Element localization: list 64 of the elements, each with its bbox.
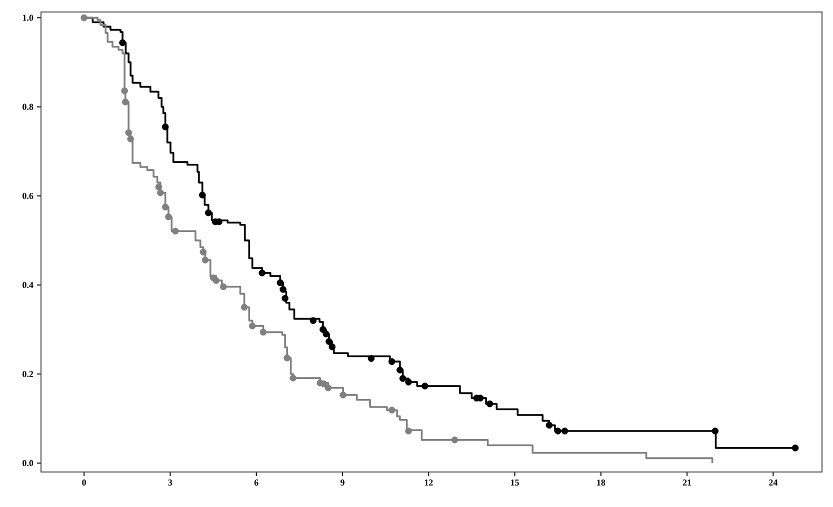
y-tick-label: 0.2: [22, 370, 34, 378]
x-tick-label: 15: [510, 480, 519, 486]
point: [202, 256, 209, 264]
point: [280, 286, 286, 293]
point: [792, 444, 799, 452]
point: [200, 248, 207, 256]
point: [162, 204, 169, 210]
point: [282, 294, 288, 302]
point: [258, 270, 266, 276]
point: [172, 228, 179, 234]
point: [388, 358, 396, 365]
point: [157, 189, 164, 196]
y-tick-label: 0.4: [22, 282, 34, 288]
x-tick-label: 6: [254, 480, 258, 486]
x-tick-label: 3: [168, 480, 172, 486]
point: [162, 123, 169, 130]
point: [165, 213, 172, 220]
point: [368, 355, 375, 362]
y-tick-label: 1.0: [22, 14, 34, 21]
point: [276, 279, 284, 286]
point: [561, 428, 568, 434]
point: [125, 129, 132, 136]
x-tick-label: 24: [769, 480, 778, 486]
point: [310, 317, 317, 324]
x-tick-label: 12: [424, 480, 433, 486]
point: [119, 39, 126, 46]
point: [324, 384, 332, 392]
point: [284, 354, 290, 362]
point: [405, 428, 412, 434]
point: [155, 184, 162, 190]
x-tick-label: 18: [597, 480, 606, 486]
y-tick-label: 0.8: [22, 104, 34, 110]
x-tick-label: 0: [82, 480, 86, 486]
point: [320, 326, 326, 333]
point: [340, 392, 346, 398]
point: [396, 366, 404, 374]
point: [405, 378, 412, 386]
point: [328, 343, 336, 350]
point: [122, 98, 129, 106]
point: [422, 382, 428, 390]
point: [198, 192, 206, 198]
point: [451, 436, 458, 444]
point: [248, 322, 256, 330]
point: [290, 374, 297, 382]
point: [212, 277, 220, 284]
point: [322, 330, 330, 338]
point: [127, 136, 134, 142]
point: [205, 209, 212, 216]
x-tick-label: 9: [340, 480, 344, 486]
point: [546, 422, 553, 429]
point: [388, 406, 396, 414]
point: [326, 338, 332, 345]
point: [712, 428, 719, 434]
point: [240, 304, 248, 311]
y-tick-label: 0.0: [22, 460, 34, 466]
point: [80, 14, 88, 22]
point: [260, 328, 267, 336]
point: [399, 375, 406, 382]
point: [220, 283, 227, 290]
point: [554, 428, 562, 434]
point: [486, 400, 494, 408]
x-tick-label: 21: [682, 480, 692, 486]
y-tick-label: 0.6: [22, 192, 34, 199]
point: [121, 87, 128, 94]
